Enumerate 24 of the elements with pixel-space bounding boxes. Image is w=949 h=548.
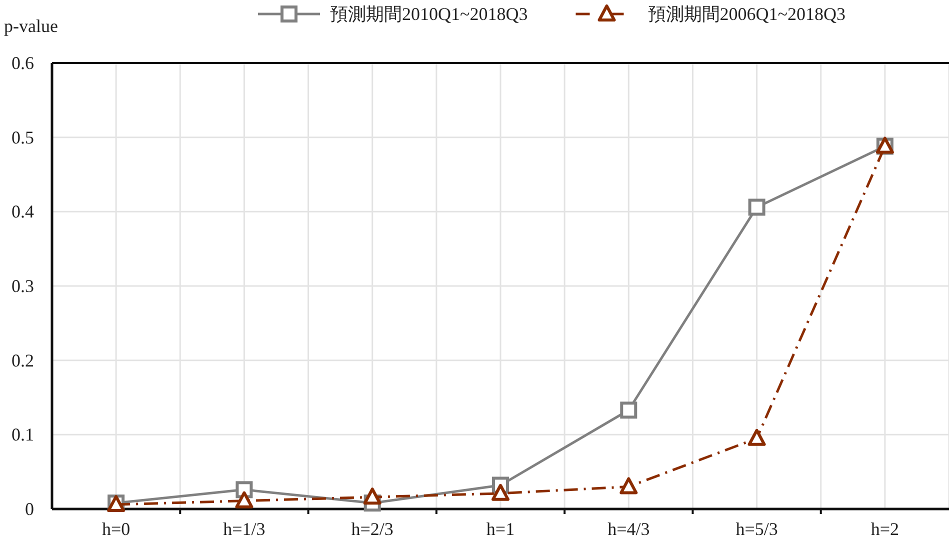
- legend-label: 預測期間2006Q1~2018Q3: [648, 4, 846, 24]
- y-tick-label: 0.2: [12, 350, 34, 370]
- x-tick-label: h=5/3: [736, 519, 778, 539]
- x-tick-label: h=1/3: [223, 519, 266, 539]
- point: [620, 402, 638, 419]
- point: [748, 428, 766, 446]
- x-tick-label: h=2: [870, 519, 900, 539]
- point: [363, 488, 382, 505]
- y-tick-label: 0.1: [12, 424, 34, 445]
- x-tick-label: h=0: [102, 519, 130, 539]
- x-tick-label: h=1: [486, 519, 515, 539]
- y-tick-label: 0: [25, 499, 34, 519]
- point: [748, 198, 766, 216]
- point: [235, 491, 254, 508]
- y-tick-label: 0.5: [12, 127, 34, 148]
- y-tick-label: 0.6: [12, 53, 34, 73]
- x-tick-label: h=4/3: [608, 519, 650, 539]
- point: [620, 477, 638, 494]
- legend-label: 預測期間2010Q1~2018Q3: [330, 4, 528, 24]
- y-axis-title: p-value: [4, 16, 58, 36]
- y-tick-label: 0.3: [12, 276, 34, 296]
- y-tick-label: 0.4: [12, 202, 34, 222]
- x-tick-label: h=2/3: [351, 519, 394, 539]
- point: [492, 484, 510, 501]
